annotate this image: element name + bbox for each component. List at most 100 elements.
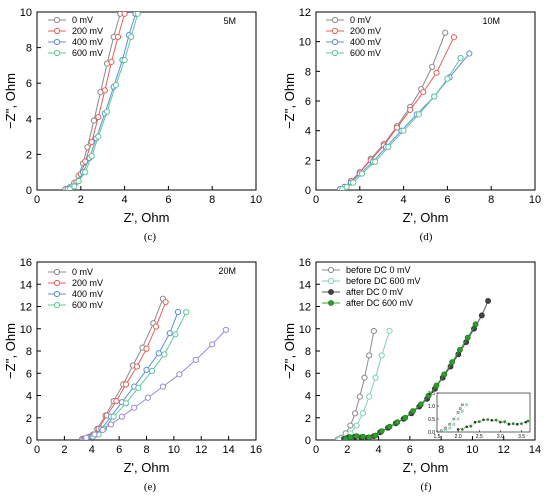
y-tick-label: 4 — [305, 391, 311, 403]
data-point — [457, 54, 464, 62]
x-tick-label: 8 — [438, 444, 444, 456]
data-point — [347, 422, 354, 429]
legend-label: 400 mV — [72, 289, 103, 299]
data-point — [366, 434, 373, 440]
data-point — [143, 345, 150, 352]
inset-data-point — [486, 418, 490, 421]
inset-data-point — [443, 426, 447, 430]
data-point — [372, 432, 379, 439]
chart-panel-e: 0 2 4 6 8 10 12 14 16 0 2 4 6 8 10 12 14 16 Z', Ohm −Z'', O… — [3, 257, 262, 493]
y-tick-label: 0 — [305, 185, 311, 197]
x-axis-label: Z', Ohm — [124, 210, 170, 225]
data-point — [95, 113, 102, 121]
inset-data-point — [456, 428, 460, 431]
data-point — [428, 63, 436, 70]
data-point — [347, 434, 354, 440]
data-point — [358, 170, 366, 177]
y-tick-label: 8 — [305, 346, 311, 358]
y-tick-label: 2 — [305, 413, 311, 425]
data-point — [361, 374, 368, 381]
y-axis-label: −Z'', Ohm — [282, 73, 297, 129]
y-tick-label: 2 — [305, 155, 311, 167]
data-point — [113, 397, 120, 405]
legend-label: 400 mV — [72, 37, 103, 47]
x-tick-label: 10 — [250, 194, 262, 206]
data-point — [400, 127, 407, 134]
inset-data-point — [520, 422, 523, 425]
data-point — [88, 153, 95, 160]
x-tick-label: 8 — [143, 444, 149, 456]
legend-marker — [331, 38, 339, 46]
data-point — [118, 413, 125, 420]
data-point — [209, 341, 216, 348]
data-point — [183, 308, 190, 316]
data-point — [66, 186, 73, 190]
data-point — [83, 434, 90, 440]
legend-marker — [53, 301, 61, 309]
x-tick-label: 6 — [116, 444, 122, 456]
x-axis-label: Z', Ohm — [403, 210, 449, 225]
inset-data-point — [499, 420, 502, 424]
legend-marker — [53, 290, 61, 298]
series-group — [336, 29, 473, 190]
legend-marker — [327, 266, 335, 274]
legend-marker — [53, 279, 61, 287]
data-point — [88, 138, 95, 146]
data-point — [457, 346, 463, 353]
legend-marker — [331, 27, 339, 35]
legend-label: 0 mV — [72, 267, 93, 277]
data-point — [155, 350, 162, 357]
data-point — [114, 33, 122, 41]
x-axis-label: Z', Ohm — [124, 460, 170, 475]
y-tick-label: 8 — [305, 66, 311, 78]
chart-panel-c: 0 2 4 6 8 10 0 2 4 6 8 10 Z', Ohm −Z'', Ohm (c) 5M 0 mV2… — [3, 7, 262, 243]
x-tick-label: 8 — [209, 194, 215, 206]
inset-data-point — [456, 417, 460, 421]
data-point — [108, 58, 115, 65]
data-point — [410, 408, 416, 414]
chart-panel-f: 0 2 4 6 8 10 12 14 0 2 4 6 8 10 12 14 16 Z', Ohm −Z'', Ohm… — [282, 257, 541, 493]
y-tick-label: 0 — [305, 435, 311, 447]
data-point — [370, 327, 377, 335]
data-point — [449, 359, 455, 366]
x-tick-label: 4 — [401, 194, 407, 206]
inset-data-point — [511, 422, 515, 425]
x-tick-label: 0 — [313, 444, 319, 456]
legend-marker — [53, 38, 61, 46]
data-point — [144, 394, 151, 401]
data-point — [343, 183, 350, 190]
y-tick-label: 14 — [20, 279, 32, 291]
data-point — [464, 334, 471, 341]
data-point — [385, 143, 392, 151]
legend-label: 200 mV — [72, 278, 103, 288]
y-tick-label: 10 — [20, 7, 32, 19]
data-point — [112, 81, 119, 89]
y-tick-label: 10 — [20, 324, 32, 336]
y-tick-label: 8 — [26, 346, 32, 358]
legend-label: before DC 0 mV — [346, 265, 411, 275]
inset-data-point — [458, 407, 462, 411]
data-point — [353, 422, 360, 429]
inset-x-tick-label: 2.5 — [476, 434, 483, 440]
series-group — [79, 295, 229, 440]
legend-marker — [328, 289, 334, 295]
data-point — [450, 34, 458, 41]
series-line-1 — [339, 36, 455, 190]
inset-x-tick-label: 3.0 — [497, 434, 504, 440]
data-point — [415, 111, 423, 118]
data-point — [425, 392, 432, 399]
data-point — [350, 179, 357, 186]
legend-marker — [53, 27, 61, 35]
inset-y-tick-label: 1.5 — [428, 391, 435, 397]
data-point — [366, 393, 373, 400]
y-tick-label: 2 — [26, 149, 32, 161]
x-tick-label: 16 — [250, 444, 262, 456]
legend-label: after DC 0 mV — [346, 287, 403, 297]
inset-data-point — [507, 422, 511, 426]
inset-data-point — [452, 422, 456, 426]
data-point — [386, 327, 393, 335]
y-tick-label: 4 — [26, 114, 32, 126]
